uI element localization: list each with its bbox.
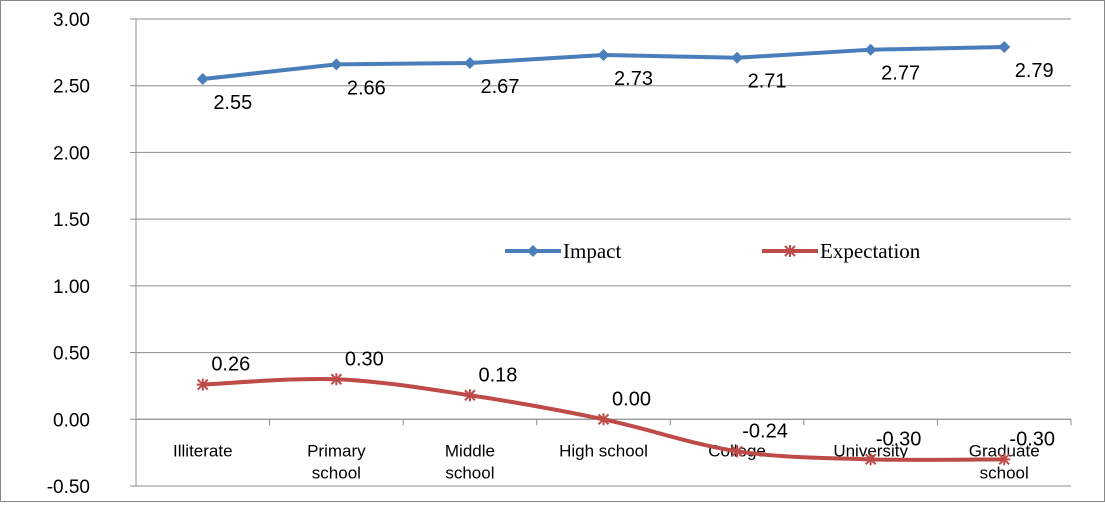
data-label: 2.67 xyxy=(480,76,519,98)
data-label: 0.00 xyxy=(612,388,651,410)
x-tick-label: High school xyxy=(559,441,648,460)
data-point xyxy=(998,453,1011,466)
data-label: -0.30 xyxy=(1009,428,1055,450)
x-tick-label: Illiterate xyxy=(173,441,233,460)
legend: Impact Expectation xyxy=(505,239,921,263)
data-label: 2.79 xyxy=(1015,60,1054,82)
data-label: 2.71 xyxy=(748,71,787,93)
data-label: 2.55 xyxy=(213,92,252,114)
data-label: 0.26 xyxy=(211,354,250,376)
data-point xyxy=(330,58,343,71)
data-label: -0.30 xyxy=(876,428,922,450)
legend-marker xyxy=(784,245,796,257)
data-point xyxy=(731,445,744,458)
y-tick-label: 2.00 xyxy=(53,143,90,164)
data-point xyxy=(196,73,209,86)
x-tick-label: University xyxy=(833,441,908,460)
data-point xyxy=(998,41,1011,54)
y-tick-label: -0.50 xyxy=(47,477,90,498)
data-point xyxy=(864,43,877,56)
x-tick-label: Middle school xyxy=(445,441,495,482)
data-label: -0.24 xyxy=(742,420,788,442)
legend-label-expectation: Expectation xyxy=(820,239,921,263)
data-point xyxy=(597,413,610,426)
y-tick-label: 1.00 xyxy=(53,277,90,298)
data-labels: 2.55 2.66 2.67 2.73 2.71 2.77 2.79 0.26 0.30 0.18… xyxy=(211,60,1055,450)
data-label: 0.30 xyxy=(345,348,384,370)
axes: 3.00 2.50 2.00 1.50 1.00 0.50 0.00 -0.50 Illiter… xyxy=(47,10,1072,498)
data-label: 2.77 xyxy=(881,63,920,85)
legend-marker xyxy=(527,245,539,257)
data-label: 2.73 xyxy=(614,68,653,90)
data-point xyxy=(731,51,744,64)
data-point xyxy=(330,373,343,386)
y-tick-label: 0.50 xyxy=(53,344,90,365)
data-point xyxy=(864,453,877,466)
data-point xyxy=(597,49,610,62)
data-point xyxy=(463,57,476,70)
x-tick-label: Primary school xyxy=(307,441,366,482)
data-point xyxy=(463,389,476,402)
series-lines xyxy=(196,41,1011,466)
data-label: 0.18 xyxy=(478,364,517,386)
data-point xyxy=(196,378,209,391)
y-tick-label: 0.00 xyxy=(53,410,90,431)
y-tick-label: 1.50 xyxy=(53,210,90,231)
data-label: 2.66 xyxy=(347,77,386,99)
x-tick-label: Graduate school xyxy=(969,441,1040,482)
y-tick-label: 3.00 xyxy=(53,10,90,31)
legend-label-impact: Impact xyxy=(563,239,621,263)
y-tick-label: 2.50 xyxy=(53,77,90,98)
